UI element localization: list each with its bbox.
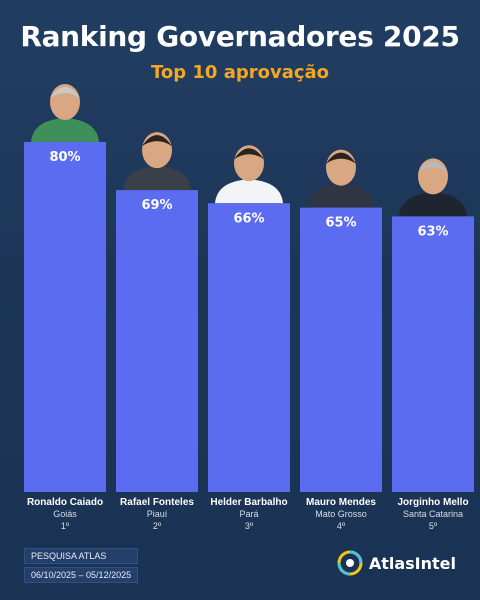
bar-4	[300, 207, 382, 492]
brand-name: AtlasIntel	[368, 553, 456, 573]
governor-photo	[123, 132, 191, 191]
value-label: 65%	[325, 216, 356, 231]
chart-title: Ranking Governadores 2025	[20, 20, 460, 53]
bar-2	[116, 190, 198, 492]
governor-name: Jorginho Mello	[397, 497, 468, 508]
survey-info: PESQUISA ATLAS 06/10/2025 – 05/12/2025	[24, 548, 139, 586]
state-label: Goiás	[53, 509, 77, 519]
bar-1	[24, 142, 106, 492]
rank-label: 4º	[337, 521, 346, 531]
governor-name: Helder Barbalho	[210, 497, 287, 508]
atlas-logo-icon	[337, 550, 363, 576]
governor-photo	[215, 145, 283, 204]
state-label: Mato Grosso	[315, 509, 367, 519]
state-label: Santa Catarina	[403, 509, 463, 519]
brand-logo: AtlasIntel	[337, 550, 456, 576]
governor-photo	[399, 158, 467, 217]
bar-3	[208, 203, 290, 492]
value-label: 69%	[141, 198, 172, 213]
governor-name: Ronaldo Caiado	[27, 497, 103, 508]
governor-photo	[31, 84, 99, 142]
rank-label: 3º	[245, 521, 254, 531]
governor-name: Rafael Fonteles	[120, 497, 194, 508]
state-label: Pará	[239, 509, 258, 519]
governor-photo	[307, 149, 375, 208]
value-label: 66%	[233, 211, 264, 226]
state-label: Piauí	[147, 509, 168, 519]
survey-label: PESQUISA ATLAS	[24, 548, 139, 564]
chart-subtitle: Top 10 aprovação	[150, 62, 330, 83]
governor-name: Mauro Mendes	[306, 497, 376, 508]
rank-label: 1º	[61, 521, 70, 531]
value-label: 80%	[49, 150, 80, 165]
bar-5	[392, 216, 474, 492]
value-label: 63%	[417, 224, 448, 239]
rank-label: 2º	[153, 521, 162, 531]
rank-label: 5º	[429, 521, 438, 531]
survey-period: 06/10/2025 – 05/12/2025	[24, 567, 139, 583]
